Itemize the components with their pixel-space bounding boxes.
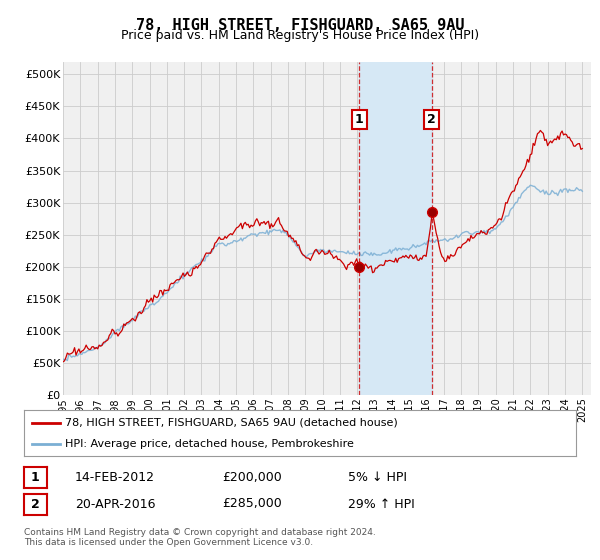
Text: Price paid vs. HM Land Registry's House Price Index (HPI): Price paid vs. HM Land Registry's House … [121,29,479,42]
Text: 20-APR-2016: 20-APR-2016 [75,497,155,511]
Text: 78, HIGH STREET, FISHGUARD, SA65 9AU (detached house): 78, HIGH STREET, FISHGUARD, SA65 9AU (de… [65,418,398,428]
Text: £200,000: £200,000 [222,470,282,484]
Text: £285,000: £285,000 [222,497,282,511]
Text: 2: 2 [427,113,436,126]
Text: 5% ↓ HPI: 5% ↓ HPI [348,470,407,484]
Bar [359,62,432,395]
Text: 78, HIGH STREET, FISHGUARD, SA65 9AU: 78, HIGH STREET, FISHGUARD, SA65 9AU [136,18,464,33]
Text: HPI: Average price, detached house, Pembrokeshire: HPI: Average price, detached house, Pemb… [65,439,354,449]
Text: 1: 1 [31,471,40,484]
Text: 2: 2 [31,498,40,511]
Text: Contains HM Land Registry data © Crown copyright and database right 2024.
This d: Contains HM Land Registry data © Crown c… [24,528,376,547]
Text: 1: 1 [355,113,364,126]
Text: 29% ↑ HPI: 29% ↑ HPI [348,497,415,511]
Text: 14-FEB-2012: 14-FEB-2012 [75,470,155,484]
